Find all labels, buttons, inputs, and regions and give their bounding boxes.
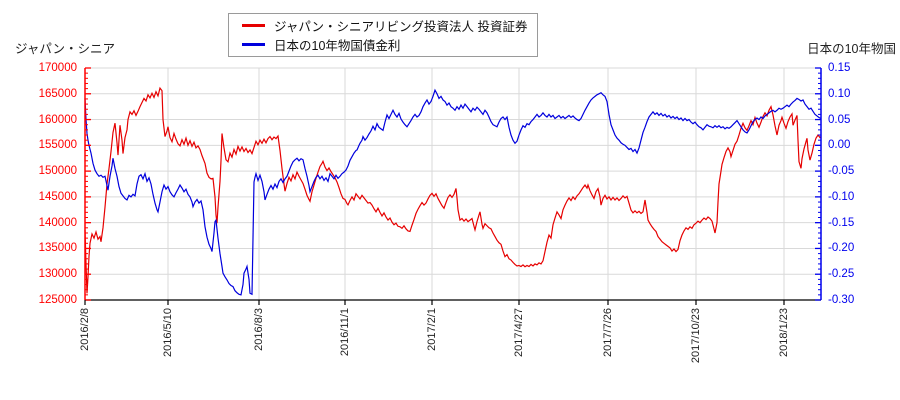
left-axis-tick-label: 125000: [38, 294, 77, 306]
right-axis-tick-label: -0.10: [828, 190, 855, 203]
right-axis-tick-label: -0.25: [828, 268, 855, 281]
left-axis-tick-label: 140000: [38, 216, 77, 229]
price-line-series: [84, 86, 822, 294]
right-axis-tick-label: -0.30: [828, 294, 855, 306]
right-axis-tick-label: 0.10: [828, 87, 851, 100]
legend: ジャパン・シニアリビング投資法人 投資証券 日本の10年物国債金利: [228, 13, 538, 57]
right-series-corner-label: 日本の10年物国: [807, 42, 896, 56]
x-axis-tick-label: 2018/1/23: [778, 308, 790, 357]
left-series-corner-label: ジャパン・シニア: [15, 42, 116, 56]
price-line-swatch: [242, 23, 265, 27]
left-axis-tick-label: 165000: [38, 87, 77, 100]
yield-line-swatch: [242, 43, 265, 47]
right-axis-tick-label: 0.05: [828, 113, 851, 126]
x-axis-tick-label: 2017/7/26: [602, 308, 614, 357]
right-axis-tick-label: 0.15: [828, 62, 851, 74]
x-axis-tick-label: 2016/11/1: [339, 308, 351, 357]
x-axis-tick-label: 2016/8/3: [253, 308, 265, 351]
left-axis-tick-label: 155000: [38, 139, 77, 152]
x-axis-tick-label: 2017/4/27: [513, 308, 525, 357]
left-axis-tick-label: 145000: [38, 190, 77, 203]
x-axis-tick-label: 2017/2/1: [426, 308, 438, 351]
left-axis-tick-label: 130000: [38, 268, 77, 281]
x-axis-tick-label: 2016/2/8: [79, 308, 91, 351]
left-axis-tick-label: 135000: [38, 242, 77, 255]
legend-label-yield: 日本の10年物国債金利: [274, 39, 401, 54]
legend-item-yield: 日本の10年物国債金利: [229, 37, 537, 53]
left-axis-tick-label: 170000: [38, 62, 77, 74]
right-axis-tick-label: -0.20: [828, 242, 855, 255]
yield-line-series: [84, 88, 822, 296]
left-axis-tick-label: 150000: [38, 165, 77, 178]
right-axis-tick-label: -0.05: [828, 165, 855, 178]
legend-label-price: ジャパン・シニアリビング投資法人 投資証券: [274, 19, 528, 34]
legend-item-price: ジャパン・シニアリビング投資法人 投資証券: [229, 17, 537, 34]
right-axis-tick-label: 0.00: [828, 139, 851, 152]
right-axis-tick-label: -0.15: [828, 216, 855, 229]
x-axis-tick-label: 2017/10/23: [690, 308, 702, 364]
x-axis-tick-label: 2016/5/10: [162, 308, 174, 357]
left-axis-tick-label: 160000: [38, 113, 77, 126]
